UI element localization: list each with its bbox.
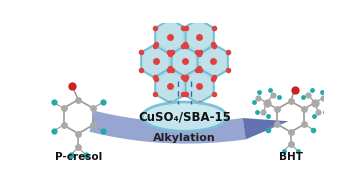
Text: BHT: BHT [279, 153, 303, 162]
Polygon shape [90, 111, 246, 144]
Polygon shape [169, 44, 200, 79]
Text: Alkylation: Alkylation [153, 133, 216, 143]
Text: CuSO₄/SBA-15: CuSO₄/SBA-15 [138, 110, 231, 123]
Ellipse shape [142, 102, 227, 131]
Polygon shape [155, 19, 186, 54]
Polygon shape [141, 44, 172, 79]
Polygon shape [197, 44, 228, 79]
Polygon shape [183, 19, 214, 54]
Polygon shape [183, 68, 214, 103]
Polygon shape [243, 118, 288, 139]
Polygon shape [155, 68, 186, 103]
Text: P-cresol: P-cresol [55, 153, 102, 162]
